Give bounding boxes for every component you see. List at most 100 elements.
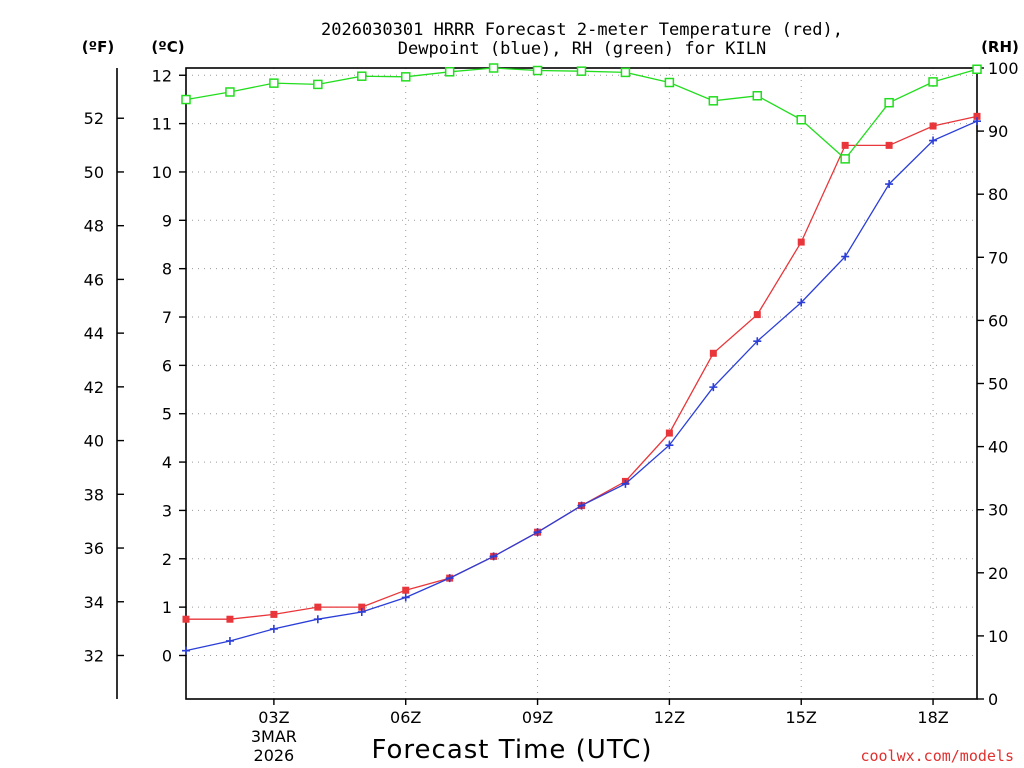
dewpoint-point [621,479,630,488]
temperature-point [885,141,893,149]
credit-text: coolwx.com/models [860,747,1014,765]
rh-point [532,65,543,76]
dewpoint-point [709,383,718,392]
rh-point [225,87,235,97]
celsius-tick-label: 9 [162,211,172,230]
rh-tick-label: 100 [988,59,1019,78]
fahrenheit-tick-label: 34 [84,593,104,612]
temperature-point [797,238,805,246]
dewpoint-point [973,117,981,126]
celsius-tick-label: 7 [162,308,172,327]
celsius-tick-label: 4 [162,453,172,472]
temperature-point [709,349,717,357]
rh-point [972,64,982,75]
rh-point [928,77,938,87]
chart-title-line2: Dewpoint (blue), RH (green) for KILN [398,39,766,59]
celsius-tick-label: 1 [162,598,172,617]
dewpoint-point [929,136,938,145]
dewpoint-point [182,646,190,655]
temperature-point [358,603,366,611]
rh-point [269,78,279,88]
rh-tick-label: 20 [988,564,1008,583]
rh-tick-label: 30 [988,501,1008,520]
axes [116,67,984,705]
temperature-point [226,615,234,623]
fahrenheit-tick-label: 44 [84,324,104,343]
fahrenheit-tick-label: 36 [84,539,104,558]
rh-tick-label: 70 [988,248,1008,267]
rh-point [313,79,323,90]
x-tick-label: 12Z [654,708,685,727]
dewpoint-point [489,552,498,561]
temperature-point [841,141,849,149]
temperature-point [753,311,761,319]
rh-point [620,67,631,78]
rh-tick-label: 0 [988,690,998,709]
fahrenheit-tick-label: 48 [84,217,104,236]
x-tick-year-label: 2026 [254,746,295,765]
celsius-tick-label: 8 [162,260,172,279]
x-tick-date-label: 3MAR [251,727,297,746]
rh-point [181,94,191,105]
rh-point [488,63,499,73]
fahrenheit-unit-label: (ºF) [82,38,114,56]
dewpoint-point [401,593,410,602]
dewpoint-point [841,252,850,261]
rh-point [796,114,806,125]
rh-tick-label: 50 [988,375,1008,394]
gridlines [186,68,977,699]
dewpoint-point [269,624,278,633]
fahrenheit-tick-label: 38 [84,485,104,504]
x-tick-label: 09Z [522,708,553,727]
dewpoint-point [665,441,674,450]
dewpoint-point [885,180,894,189]
rh-point [752,91,763,101]
plot-frame [185,67,978,700]
rh-point [444,67,455,77]
dewpoint-point [797,298,806,307]
tick-labels: 0123456789101112323436384042444648505201… [84,59,1019,765]
celsius-tick-label: 11 [152,115,172,134]
rh-point [840,154,850,164]
temperature-point [314,603,322,611]
dewpoint-point [313,615,322,624]
rh-tick-label: 40 [988,438,1008,457]
temperature-point [270,610,278,618]
temperature-point [929,122,937,130]
dewpoint-point [533,528,542,537]
dewpoint-point [753,337,762,346]
temperature-point [665,429,673,437]
chart-title-line1: 2026030301 HRRR Forecast 2-meter Tempera… [321,20,843,40]
plot-series [181,63,982,655]
rh-tick-label: 10 [988,627,1008,646]
fahrenheit-tick-label: 32 [84,646,104,665]
celsius-tick-label: 6 [162,356,172,375]
celsius-unit-label: (ºC) [151,38,184,56]
celsius-tick-label: 5 [162,405,172,424]
rh-point [576,66,587,76]
dewpoint-point [357,607,366,616]
dewpoint-point [445,574,454,583]
rh-point [357,71,367,81]
fahrenheit-tick-label: 46 [84,270,104,289]
rh-tick-label: 80 [988,185,1008,204]
x-tick-label: 06Z [390,708,421,727]
celsius-tick-label: 12 [152,66,172,85]
dewpoint-point [225,636,234,645]
dewpoint-point [577,501,586,510]
x-tick-label: 15Z [786,708,817,727]
fahrenheit-tick-label: 50 [84,163,104,182]
rh-tick-label: 90 [988,122,1008,141]
fahrenheit-tick-label: 42 [84,378,104,397]
rh-point [708,96,719,106]
celsius-tick-label: 2 [162,550,172,569]
x-tick-label: 18Z [917,708,948,727]
fahrenheit-tick-label: 40 [84,432,104,451]
x-axis-title: Forecast Time (UTC) [371,735,652,765]
rh-tick-label: 60 [988,311,1008,330]
rh-point [664,77,675,88]
celsius-tick-label: 0 [162,646,172,665]
temperature-point [973,112,981,120]
fahrenheit-tick-label: 52 [84,109,104,128]
